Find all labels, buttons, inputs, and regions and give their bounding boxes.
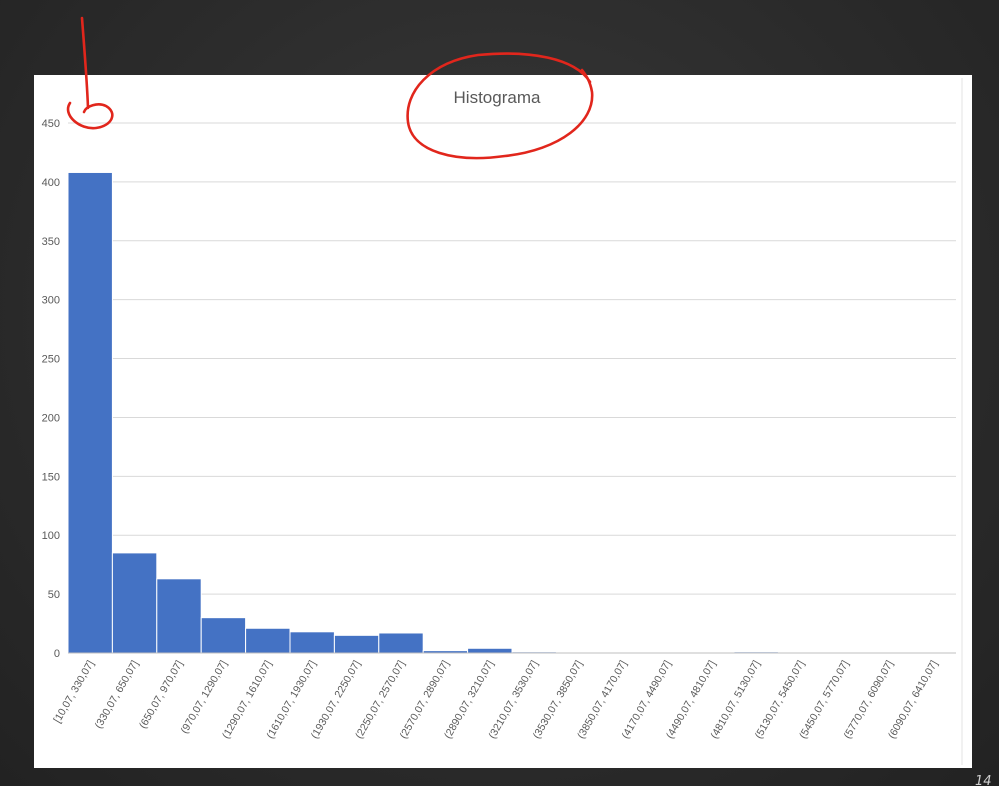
y-axis-ticks: 0 50 100 150 200 250 300 350 400 450 [42, 118, 60, 660]
bars [67, 171, 779, 654]
histogram-bar [200, 617, 247, 654]
y-tick-label: 300 [42, 295, 60, 307]
histogram-bar [67, 171, 113, 654]
histogram-bar [245, 627, 291, 654]
y-tick-label: 200 [42, 412, 60, 424]
histogram-bar [289, 631, 335, 654]
histogram-bar [467, 647, 513, 654]
y-tick-label: 100 [42, 530, 60, 542]
histogram-bar [333, 634, 380, 654]
y-tick-label: 50 [48, 589, 60, 601]
histogram-bar [156, 578, 202, 654]
y-tick-label: 0 [54, 648, 60, 660]
annotation-arrow-mark [66, 16, 114, 130]
gridlines [68, 122, 956, 595]
y-tick-label: 450 [42, 118, 60, 130]
chart-title: Histograma [454, 88, 541, 107]
y-tick-label: 150 [42, 471, 60, 483]
y-tick-label: 250 [42, 354, 60, 366]
y-tick-label: 400 [42, 177, 60, 189]
histogram-bar [378, 632, 424, 654]
y-tick-label: 350 [42, 236, 60, 248]
corner-watermark: 14 [975, 774, 992, 786]
histogram-bar [111, 552, 158, 654]
annotation-title-circle [406, 52, 594, 160]
